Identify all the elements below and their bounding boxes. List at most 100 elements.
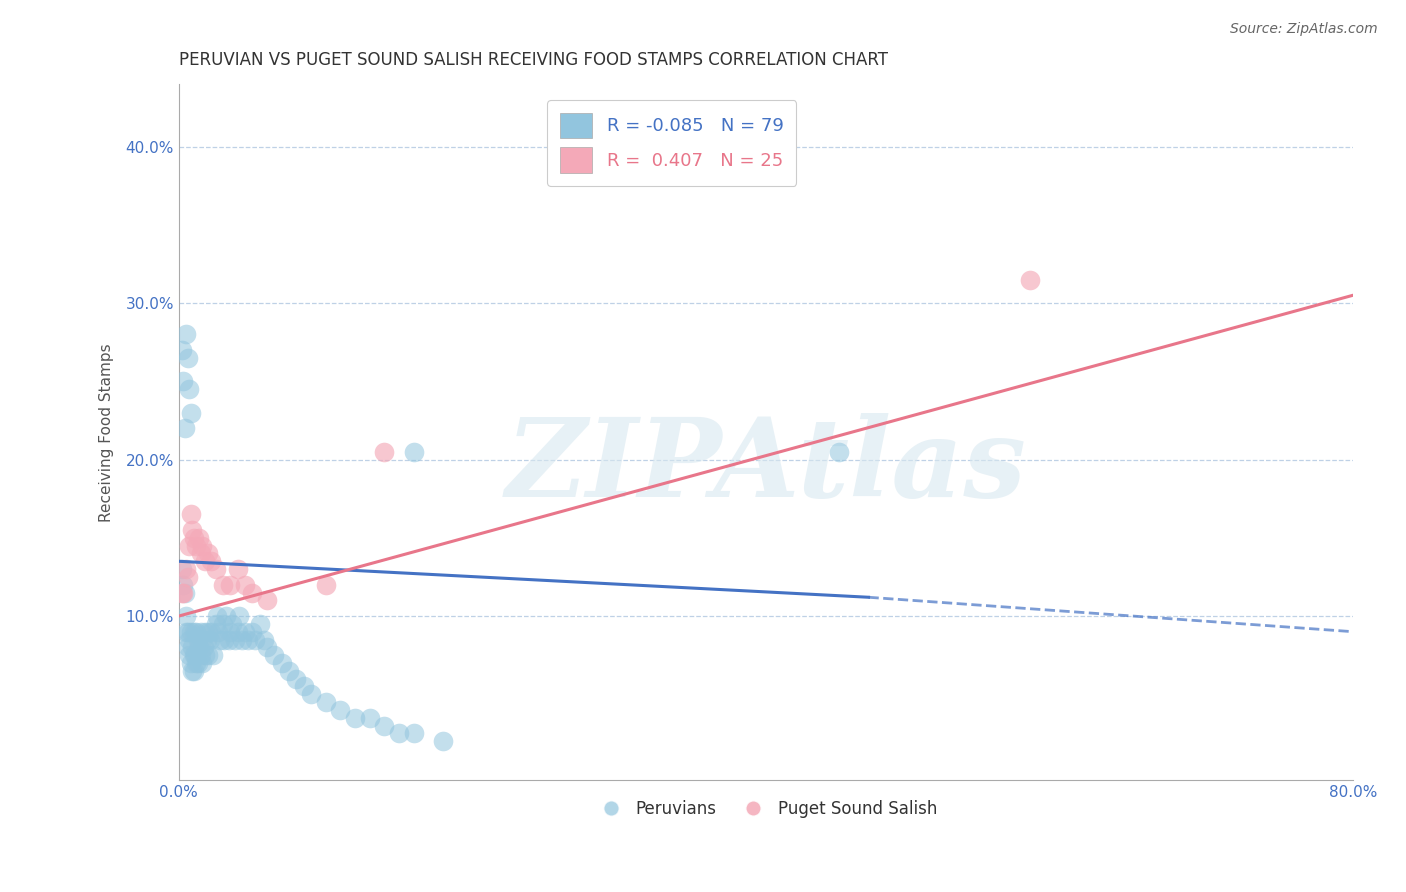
Point (186, 624, 208, 639)
Point (174, 327, 197, 342)
Point (221, 616, 243, 631)
Point (177, 648, 200, 662)
Point (186, 656, 208, 670)
Point (197, 546, 219, 560)
Point (197, 624, 219, 639)
Text: ZIPAtlas: ZIPAtlas (505, 413, 1026, 521)
Point (226, 562, 249, 576)
Point (190, 624, 212, 639)
Point (432, 734, 454, 748)
Point (240, 624, 263, 639)
Point (249, 616, 271, 631)
Point (226, 624, 249, 639)
Point (205, 609, 228, 624)
Point (240, 585, 263, 599)
Point (212, 578, 235, 592)
Point (270, 656, 292, 670)
Point (828, 444, 851, 458)
Point (285, 672, 308, 686)
Point (214, 632, 236, 647)
Point (219, 624, 242, 639)
Point (292, 680, 315, 694)
Point (191, 539, 214, 553)
Point (224, 632, 246, 647)
Point (329, 703, 352, 717)
Point (343, 711, 366, 725)
Point (212, 616, 235, 631)
Point (186, 539, 208, 553)
Point (263, 648, 285, 662)
Point (1019, 273, 1042, 287)
Point (200, 554, 222, 568)
Point (173, 421, 195, 435)
Point (180, 624, 202, 639)
Point (172, 375, 194, 389)
Point (204, 562, 226, 576)
Point (315, 695, 337, 709)
Point (190, 648, 212, 662)
Point (359, 711, 381, 725)
Point (177, 632, 200, 647)
Point (177, 539, 200, 553)
Point (187, 656, 209, 670)
Point (315, 578, 337, 592)
Text: PERUVIAN VS PUGET SOUND SALISH RECEIVING FOOD STAMPS CORRELATION CHART: PERUVIAN VS PUGET SOUND SALISH RECEIVING… (179, 51, 887, 69)
Point (215, 609, 238, 624)
Point (190, 546, 212, 560)
Point (191, 656, 214, 670)
Point (174, 562, 197, 576)
Point (233, 624, 256, 639)
Point (204, 616, 226, 631)
Point (253, 632, 276, 647)
Point (183, 531, 205, 545)
Point (176, 624, 198, 639)
Point (388, 726, 411, 740)
Point (176, 351, 198, 365)
Point (181, 640, 204, 655)
Point (191, 632, 214, 647)
Point (194, 624, 217, 639)
Point (174, 609, 197, 624)
Point (277, 664, 299, 678)
Point (172, 585, 194, 599)
Legend: Peruvians, Puget Sound Salish: Peruvians, Puget Sound Salish (588, 793, 945, 824)
Point (236, 632, 259, 647)
Point (177, 382, 200, 396)
Point (402, 726, 425, 740)
Point (187, 632, 209, 647)
Point (188, 531, 211, 545)
Point (180, 656, 202, 670)
Point (183, 648, 205, 662)
Point (231, 632, 253, 647)
Point (183, 624, 205, 639)
Point (180, 508, 202, 522)
Point (174, 624, 197, 639)
Point (207, 624, 229, 639)
Text: Source: ZipAtlas.com: Source: ZipAtlas.com (1230, 22, 1378, 37)
Point (299, 687, 322, 701)
Point (208, 632, 231, 647)
Point (170, 343, 193, 357)
Point (402, 444, 425, 458)
Point (184, 648, 207, 662)
Point (193, 640, 215, 655)
Point (218, 632, 240, 647)
Point (181, 664, 204, 678)
Point (176, 570, 198, 584)
Point (176, 640, 198, 655)
Point (256, 593, 278, 607)
Point (219, 578, 242, 592)
Point (170, 562, 193, 576)
Point (181, 523, 204, 537)
Point (183, 664, 205, 678)
Point (194, 648, 217, 662)
Point (373, 718, 395, 732)
Point (233, 578, 256, 592)
Point (200, 624, 222, 639)
Point (194, 554, 217, 568)
Point (180, 406, 202, 420)
Point (201, 648, 224, 662)
Point (198, 632, 221, 647)
Point (197, 648, 219, 662)
Point (188, 640, 211, 655)
